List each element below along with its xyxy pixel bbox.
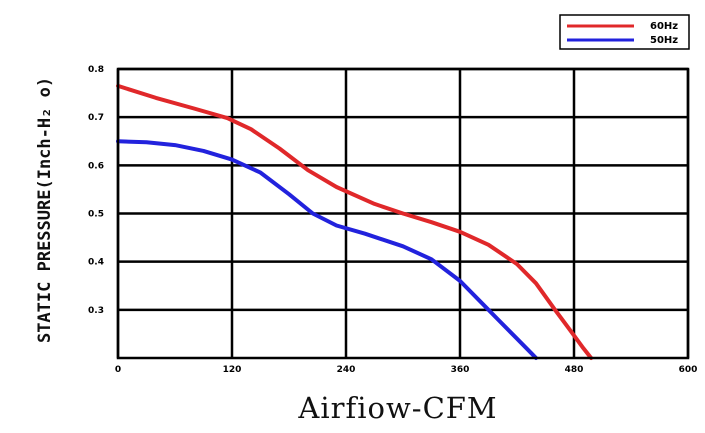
x-tick-label-4: 480 — [565, 365, 584, 375]
plot-frame — [116, 67, 690, 360]
y-tick-label-5: 0.3 — [88, 306, 104, 316]
legend: 60Hz 50Hz — [559, 14, 690, 50]
y-tick-label-0: 0.8 — [88, 65, 104, 75]
y-tick-label-4: 0.4 — [88, 258, 104, 268]
legend-box — [559, 14, 690, 50]
x-tick-label-1: 120 — [223, 365, 242, 375]
y-tick-label-3: 0.5 — [88, 210, 104, 220]
x-tick-label-2: 240 — [337, 365, 356, 375]
plot-border — [116, 67, 690, 360]
series-line-60hz — [116, 83, 594, 360]
x-tick-label-3: 360 — [451, 365, 470, 375]
legend-label-50hz: 50Hz — [650, 35, 678, 46]
y-tick-label-2: 0.6 — [88, 161, 104, 171]
series-lines — [116, 83, 594, 360]
x-tick-label-0: 0 — [115, 365, 121, 375]
x-axis-label: Airfiow-CFM — [297, 391, 497, 425]
series-line-50hz — [116, 139, 538, 360]
y-tick-label-1: 0.7 — [88, 113, 104, 123]
tick-labels: 0 120 240 360 480 600 0.8 0.7 0.6 0.5 0.4 0.3 — [88, 65, 697, 375]
y-axis-label: STATIC PRESSURE(Inch-H₂ o) — [35, 77, 55, 343]
legend-label-60hz: 60Hz — [650, 21, 678, 32]
x-tick-label-5: 600 — [679, 365, 698, 375]
